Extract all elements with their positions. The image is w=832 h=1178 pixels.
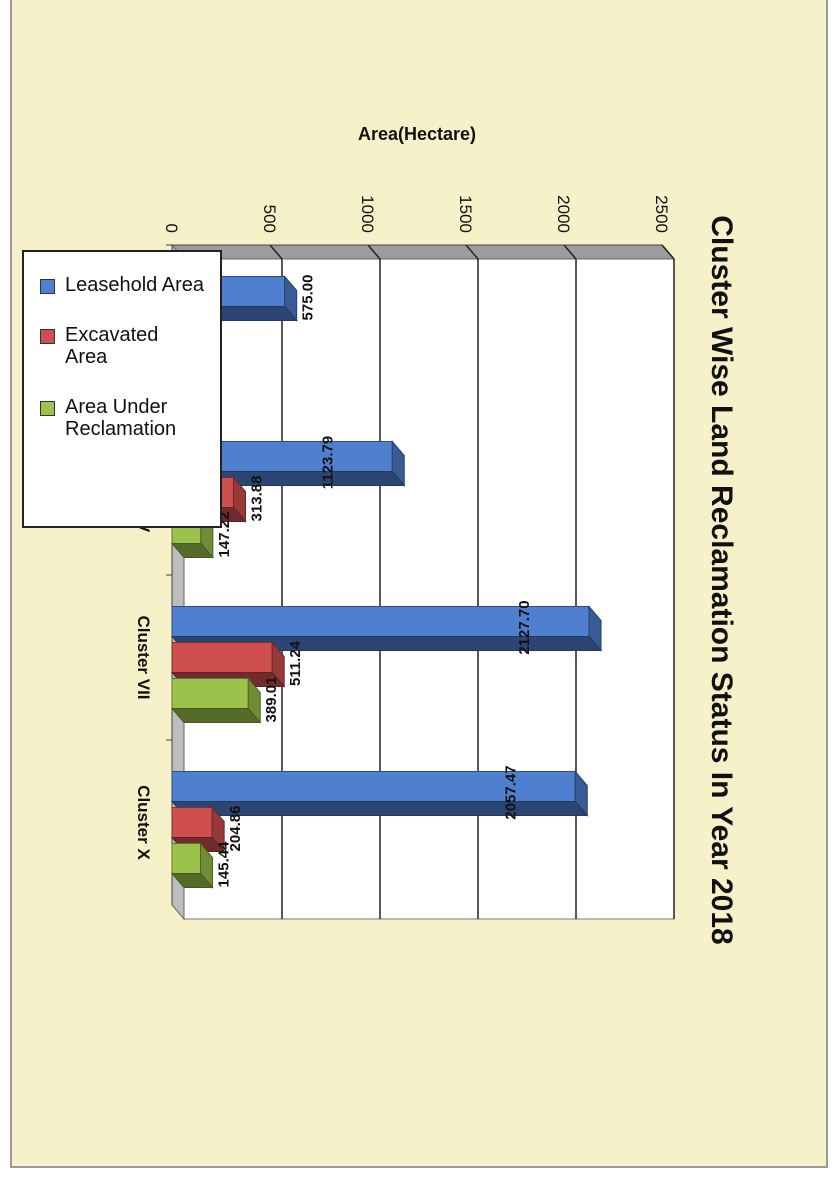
bar-side xyxy=(170,708,262,723)
legend-label: Excavated Area xyxy=(65,324,159,368)
y-tick-label: 0 xyxy=(162,224,181,233)
bar-chart: Cluster Wise Land Reclamation Status In … xyxy=(134,124,738,945)
data-label: 575.00 xyxy=(300,275,317,321)
y-axis-label: Area(Hectare) xyxy=(358,124,476,144)
bar-area-under-reclamation-2 xyxy=(170,677,262,724)
y-tick-label: 500 xyxy=(260,205,279,233)
legend-label: Area Under Reclamation xyxy=(65,396,177,440)
legend-swatch xyxy=(40,401,55,416)
y-tick-label: 1000 xyxy=(358,195,377,233)
legend-swatch xyxy=(40,329,55,344)
bar-front xyxy=(171,642,273,673)
data-label: 389.01 xyxy=(263,677,280,723)
plot-side-wall xyxy=(170,244,676,260)
bar-side xyxy=(170,873,214,888)
category-label: Cluster X xyxy=(134,785,153,860)
bar-area-under-reclamation-3 xyxy=(170,842,214,889)
data-label: 2127.70 xyxy=(516,600,533,654)
data-label: 313.88 xyxy=(249,476,266,522)
category-label: Cluster VII xyxy=(134,615,153,699)
data-label: 511.24 xyxy=(287,640,304,686)
rotated-chart-canvas: Cluster Wise Land Reclamation Status In … xyxy=(12,0,830,1168)
bar-leasehold-area-2 xyxy=(170,605,603,652)
legend-item: Leasehold Area xyxy=(40,274,204,296)
gridline-side xyxy=(661,244,675,260)
gridline-side xyxy=(465,244,479,260)
data-label: 2057.47 xyxy=(502,765,519,819)
y-tick-label: 2000 xyxy=(554,195,573,233)
chart-frame: Cluster Wise Land Reclamation Status In … xyxy=(10,0,828,1168)
bar-front xyxy=(171,678,249,709)
bar-front xyxy=(171,807,213,838)
legend-item: Area Under Reclamation xyxy=(40,396,204,440)
y-tick-label: 2500 xyxy=(652,195,671,233)
bar-leasehold-area-3 xyxy=(170,770,589,817)
plot-back-wall xyxy=(183,258,675,920)
gridline-side xyxy=(563,244,577,260)
legend-label: Leasehold Area xyxy=(65,274,205,296)
legend: Leasehold Area Excavated Area Area Under R… xyxy=(22,250,222,528)
data-label: 1123.79 xyxy=(319,436,336,489)
legend-item: Excavated Area xyxy=(40,324,204,368)
bar-side xyxy=(170,543,214,558)
data-label: 204.86 xyxy=(227,806,244,852)
data-label: 145.44 xyxy=(216,841,233,888)
legend-swatch xyxy=(40,279,55,294)
chart-title: Cluster Wise Land Reclamation Status In … xyxy=(705,215,738,944)
gridline-side xyxy=(367,244,381,260)
bar-front xyxy=(171,843,202,874)
y-tick-label: 1500 xyxy=(456,195,475,233)
gridline-side xyxy=(269,244,283,260)
